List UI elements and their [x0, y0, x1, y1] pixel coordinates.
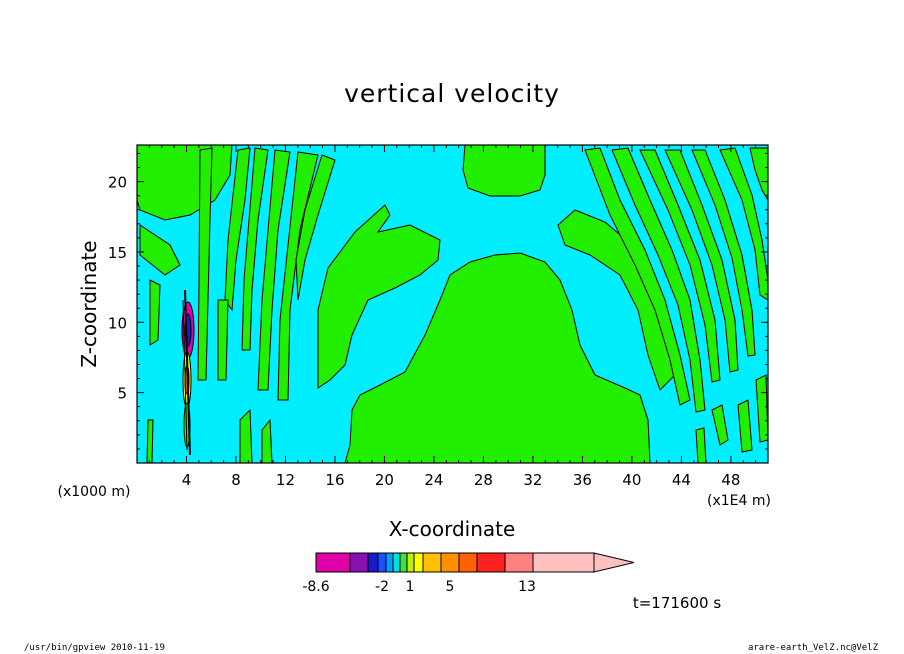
contour-band-l6 — [295, 154, 336, 301]
contour-band-r3 — [639, 149, 721, 383]
colorbar-swatch — [392, 552, 401, 573]
colorbar-labels: -8.6 -2 1 5 13 — [302, 579, 536, 595]
contour-band-r6 — [719, 147, 768, 301]
x-tick-label: 32 — [523, 471, 542, 489]
colorbar-swatch — [406, 552, 415, 573]
colorbar-swatch — [422, 552, 442, 573]
colorbar-swatch — [399, 552, 408, 573]
plot-frame — [136, 144, 769, 464]
contour-band-r11 — [695, 427, 707, 463]
contour-band-l8 — [149, 279, 161, 346]
colorbar-label: 5 — [446, 579, 455, 595]
x-tick-label: 12 — [276, 471, 295, 489]
contour-region-left-arc — [317, 204, 441, 389]
x-tick-label: 20 — [375, 471, 394, 489]
footer-program-date: /usr/bin/gpview 2010-11-19 — [24, 643, 165, 653]
x-axis-label: X-coordinate — [389, 517, 516, 541]
chart-title: vertical velocity — [344, 79, 560, 108]
footer-file-variable: arare-earth_VelZ.nc@VelZ — [748, 643, 879, 653]
colorbar — [315, 552, 635, 573]
colorbar-swatch — [458, 552, 478, 573]
contour-band-l3 — [241, 147, 269, 351]
x-axis-unit: (x1E4 m) — [707, 493, 771, 509]
contour-band-r4 — [664, 149, 739, 373]
contour-band-l7 — [197, 147, 213, 381]
x-tick-label: 40 — [622, 471, 641, 489]
contour-band-r9 — [737, 399, 753, 453]
colorbar-swatch — [532, 552, 595, 573]
contour-band-r8 — [711, 404, 729, 446]
colorbar-swatch — [377, 552, 387, 573]
x-tick-label: 48 — [721, 471, 740, 489]
colorbar-swatch — [476, 552, 506, 573]
contour-band-l5 — [277, 151, 319, 401]
contour-band-r5 — [691, 149, 756, 357]
contour-region-center — [344, 252, 651, 463]
y-axis-label: Z-coordinate — [77, 240, 101, 367]
x-tick-label: 8 — [231, 471, 241, 489]
y-tick-label: 5 — [117, 385, 127, 403]
contour-band-l11 — [261, 418, 273, 463]
contour-band-r2 — [611, 147, 706, 413]
contour-band-l10 — [239, 408, 253, 463]
contour-band-l2 — [224, 147, 251, 312]
plot-area — [137, 145, 768, 463]
colorbar-swatch — [315, 552, 351, 573]
x-tick-label: 16 — [325, 471, 344, 489]
contour-band-l12 — [146, 419, 154, 463]
y-tick-label: 10 — [108, 314, 127, 332]
colorbar-extend-arrow — [593, 552, 635, 573]
contour-band-r10 — [755, 374, 768, 443]
contour-band-l1 — [139, 224, 181, 276]
x-axis: 4 8 12 16 20 24 28 32 36 40 44 48 — [148, 145, 757, 489]
colorbar-swatch — [440, 552, 460, 573]
colorbar-swatch — [349, 552, 369, 573]
y-axis-unit: (x1000 m) — [58, 484, 131, 500]
colorbar-swatch — [367, 552, 379, 573]
colorbar-label: -2 — [375, 579, 389, 595]
y-tick-label: 20 — [108, 174, 127, 192]
colorbar-label: 1 — [406, 579, 415, 595]
x-tick-label: 44 — [672, 471, 691, 489]
contour-band-l9 — [217, 299, 229, 381]
updraft-column — [181, 289, 195, 456]
x-tick-label: 28 — [474, 471, 493, 489]
contour-band-l4 — [257, 149, 291, 391]
x-tick-label: 24 — [424, 471, 443, 489]
x-tick-label: 4 — [182, 471, 192, 489]
colorbar-label: 13 — [518, 579, 536, 595]
x-tick-label: 36 — [573, 471, 592, 489]
y-axis: 5 10 15 20 — [108, 152, 768, 450]
contour-region-upper-center — [462, 145, 546, 197]
contour-band-r1 — [584, 147, 691, 406]
colorbar-label: -8.6 — [302, 579, 329, 595]
colorbar-swatch — [504, 552, 534, 573]
contour-band-r7 — [749, 147, 768, 201]
colorbar-swatch — [413, 552, 424, 573]
colorbar-swatch — [385, 552, 394, 573]
y-tick-label: 15 — [108, 244, 127, 262]
time-label: t=171600 s — [633, 594, 721, 612]
